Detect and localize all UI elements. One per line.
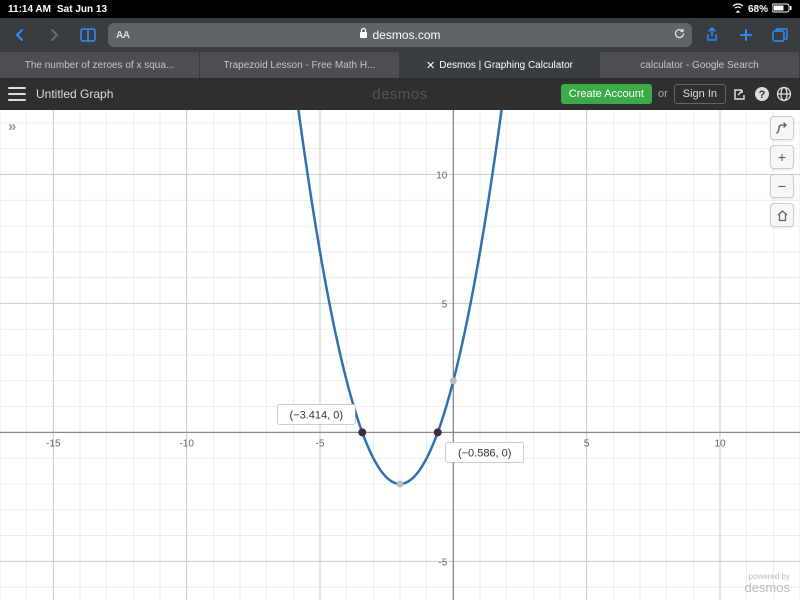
battery-icon xyxy=(772,3,792,16)
settings-button[interactable] xyxy=(770,116,794,140)
zoom-out-button[interactable]: − xyxy=(770,174,794,198)
close-icon[interactable]: ✕ xyxy=(426,59,435,72)
lock-icon xyxy=(359,28,368,42)
reload-button[interactable] xyxy=(673,27,686,43)
or-text: or xyxy=(658,88,668,100)
tab-1-label: Trapezoid Lesson - Free Math H... xyxy=(224,60,376,71)
tab-1[interactable]: Trapezoid Lesson - Free Math H... xyxy=(200,52,400,78)
svg-text:?: ? xyxy=(759,89,766,101)
text-size-button[interactable]: AA xyxy=(116,30,129,41)
tab-0[interactable]: The number of zeroes of x squa... xyxy=(0,52,200,78)
share-graph-icon[interactable] xyxy=(732,86,748,102)
expand-panel-button[interactable]: » xyxy=(8,118,13,135)
back-button[interactable] xyxy=(6,21,34,49)
svg-text:10: 10 xyxy=(436,170,448,181)
forward-button[interactable] xyxy=(40,21,68,49)
wifi-icon xyxy=(732,3,744,16)
status-bar: 11:14 AM Sat Jun 13 68% xyxy=(0,0,800,18)
svg-text:(−3.414, 0): (−3.414, 0) xyxy=(290,409,344,421)
plot-svg: -15 -10 -5 5 10 -5 5 10 (−3.414, 0) (−0.586, 0) xyxy=(0,110,800,600)
create-account-button[interactable]: Create Account xyxy=(561,84,652,104)
share-button[interactable] xyxy=(698,21,726,49)
svg-text:-5: -5 xyxy=(438,557,447,568)
app-header: Untitled Graph desmos Create Account or … xyxy=(0,78,800,110)
svg-text:5: 5 xyxy=(584,438,590,449)
tab-2[interactable]: ✕ Desmos | Graphing Calculator xyxy=(400,52,600,78)
status-date: Sat Jun 13 xyxy=(57,4,107,15)
tab-3-label: calculator - Google Search xyxy=(640,60,758,71)
svg-text:-5: -5 xyxy=(316,438,325,449)
graph-area[interactable]: » + − -15 -10 -5 5 10 -5 5 10 (−3.414, 0) (−0.586… xyxy=(0,110,800,600)
tabs-overview-button[interactable] xyxy=(766,21,794,49)
new-tab-button[interactable] xyxy=(732,21,760,49)
battery-percent: 68% xyxy=(748,4,768,15)
safari-toolbar: AA desmos.com xyxy=(0,18,800,52)
zoom-in-button[interactable]: + xyxy=(770,145,794,169)
watermark: powered by desmos xyxy=(744,573,790,594)
desmos-logo: desmos xyxy=(372,86,428,103)
help-icon[interactable]: ? xyxy=(754,86,770,102)
bookmarks-button[interactable] xyxy=(74,21,102,49)
url-host: desmos.com xyxy=(372,28,440,42)
svg-text:(−0.586, 0): (−0.586, 0) xyxy=(458,447,512,459)
svg-text:5: 5 xyxy=(442,299,448,310)
tab-3[interactable]: calculator - Google Search xyxy=(600,52,800,78)
status-time: 11:14 AM xyxy=(8,4,51,15)
tabs-bar: The number of zeroes of x squa... Trapez… xyxy=(0,52,800,78)
url-bar[interactable]: AA desmos.com xyxy=(108,23,692,47)
svg-text:-15: -15 xyxy=(46,438,61,449)
svg-text:10: 10 xyxy=(714,438,726,449)
sign-in-button[interactable]: Sign In xyxy=(674,84,726,104)
tab-2-label: Desmos | Graphing Calculator xyxy=(439,60,573,71)
watermark-big: desmos xyxy=(744,581,790,594)
graph-title[interactable]: Untitled Graph xyxy=(36,87,113,101)
home-button[interactable] xyxy=(770,203,794,227)
svg-text:-10: -10 xyxy=(179,438,194,449)
tab-0-label: The number of zeroes of x squa... xyxy=(25,60,175,71)
menu-button[interactable] xyxy=(8,87,26,101)
language-icon[interactable] xyxy=(776,86,792,102)
